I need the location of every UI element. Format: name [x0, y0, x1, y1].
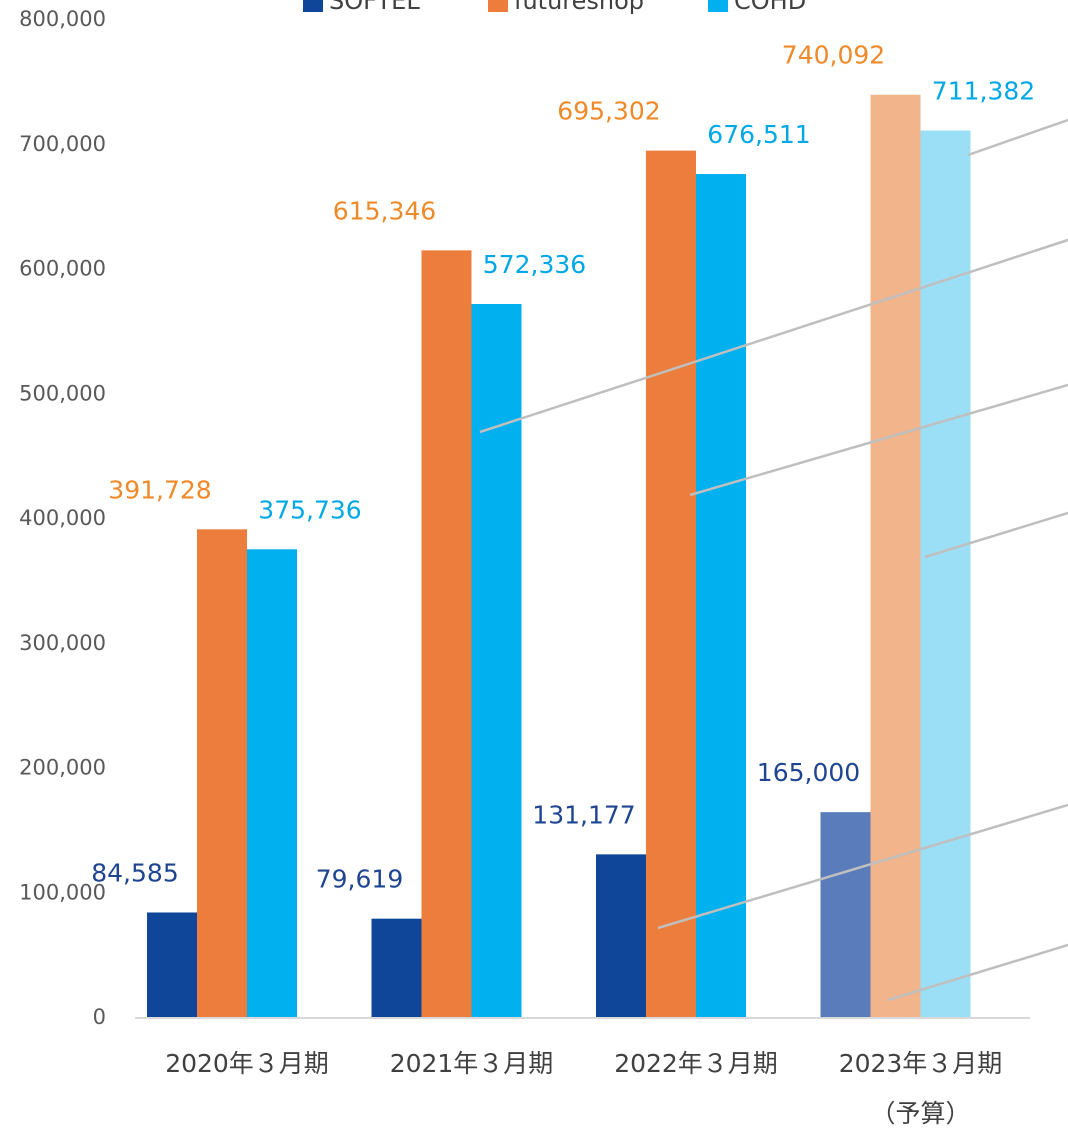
- y-tick-label: 700,000: [19, 132, 106, 156]
- data-label: 695,302: [557, 97, 660, 126]
- data-label: 131,177: [532, 800, 635, 829]
- legend-label: futureshop: [514, 0, 644, 15]
- bar: [696, 174, 746, 1019]
- bar: [247, 549, 297, 1018]
- legend-label: COHD: [734, 0, 806, 15]
- bar: [870, 94, 921, 1018]
- bar: [646, 150, 696, 1019]
- bar: [421, 250, 472, 1019]
- data-label: 711,382: [932, 77, 1035, 106]
- decor-line: [689, 383, 1068, 497]
- legend-swatch: [488, 0, 508, 12]
- data-label: 79,619: [316, 865, 403, 894]
- data-label: 84,585: [91, 858, 178, 887]
- y-tick-label: 100,000: [19, 880, 106, 904]
- y-tick-label: 600,000: [19, 257, 106, 281]
- decor-line: [967, 118, 1068, 157]
- bar: [147, 912, 197, 1018]
- bar: [371, 918, 422, 1018]
- y-tick-label: 300,000: [19, 631, 106, 655]
- x-tick-label: （予算）: [870, 1099, 970, 1128]
- legend-label: SOFTEL: [329, 0, 420, 15]
- data-label: 740,092: [782, 41, 885, 70]
- y-tick-label: 200,000: [19, 756, 106, 780]
- data-label: 375,736: [258, 495, 361, 524]
- legend-swatch: [708, 0, 728, 12]
- y-tick-label: 500,000: [19, 381, 106, 405]
- bar: [471, 304, 522, 1018]
- data-label: 676,511: [707, 120, 810, 149]
- decorative-lines: [479, 118, 1068, 1002]
- y-tick-label: 800,000: [19, 7, 106, 31]
- bar: [920, 130, 971, 1018]
- data-label: 165,000: [757, 758, 860, 787]
- y-tick-label: 400,000: [19, 506, 106, 530]
- x-tick-label: 2023年３月期: [839, 1049, 1003, 1078]
- decor-line: [657, 803, 1068, 930]
- data-label: 391,728: [108, 475, 211, 504]
- decor-line: [924, 511, 1068, 559]
- bar: [197, 529, 247, 1018]
- data-label: 572,336: [483, 250, 586, 279]
- data-label: 615,346: [333, 196, 436, 225]
- y-tick-label: 0: [93, 1005, 106, 1029]
- bar: [820, 812, 871, 1018]
- bar: [596, 854, 646, 1018]
- x-tick-label: 2022年３月期: [614, 1049, 778, 1078]
- x-tick-label: 2021年３月期: [390, 1049, 554, 1078]
- legend-swatch: [303, 0, 323, 12]
- x-tick-label: 2020年３月期: [165, 1049, 329, 1078]
- decor-line: [479, 238, 1068, 434]
- decor-line: [887, 943, 1068, 1002]
